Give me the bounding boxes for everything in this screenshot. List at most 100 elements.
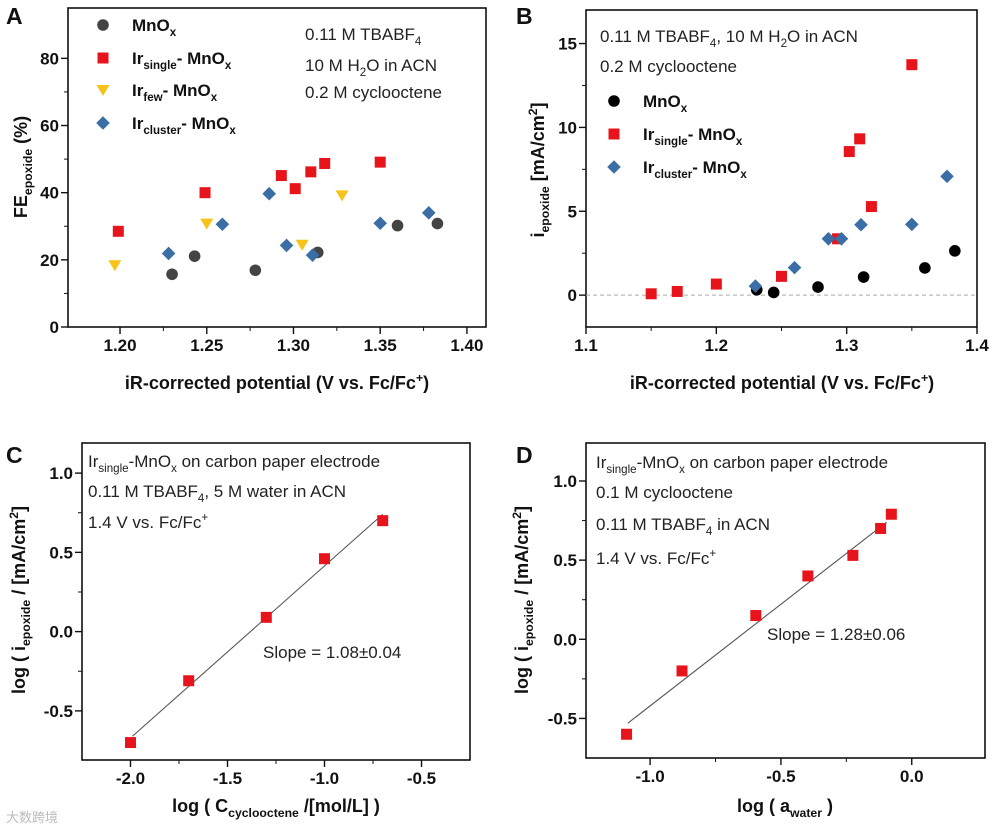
- data-point-square: [305, 166, 317, 178]
- annotation: Irsingle-MnOx on carbon paper electrode: [88, 452, 380, 475]
- text-segment: x: [681, 103, 688, 115]
- data-point-square: [260, 611, 272, 623]
- x-tick-label: -1.0: [635, 767, 664, 786]
- data-point-square: [112, 225, 124, 237]
- x-tick-label: -0.5: [766, 767, 795, 786]
- x-tick-label: -1.0: [310, 769, 339, 788]
- legend-label: Irsingle- MnOx: [132, 49, 232, 72]
- watermark-logo: 大数跨境: [6, 810, 58, 825]
- text-segment: 0.11 M TBABF: [596, 515, 706, 534]
- y-tick-label: 1.0: [49, 464, 73, 483]
- y-axis-title: log ( iepoxide / [mA/cm2]: [510, 506, 536, 694]
- data-point-triangle: [200, 218, 214, 230]
- text-segment: 0.11 M TBABF: [305, 25, 415, 44]
- x-tick-label: 1.4: [965, 336, 989, 355]
- text-segment: on carbon paper electrode: [685, 453, 888, 472]
- x-tick-label: -1.5: [213, 769, 242, 788]
- annotation: 0.2 M cyclooctene: [305, 83, 442, 102]
- text-segment: x: [171, 463, 177, 475]
- y-axis-title: log ( iepoxide / [mA/cm2]: [7, 506, 33, 694]
- y-tick-label: 40: [40, 184, 59, 203]
- text-segment: 2: [360, 67, 366, 79]
- legend-label: MnOx: [132, 16, 177, 39]
- y-tick-label: 5: [568, 202, 577, 221]
- data-point-square: [125, 737, 136, 749]
- text-segment: Ir: [643, 158, 655, 177]
- annotation: Irsingle-MnOx on carbon paper electrode: [596, 453, 888, 476]
- text-segment: ]: [528, 102, 548, 108]
- y-tick-label: 10: [558, 118, 577, 137]
- data-point-square: [885, 508, 897, 520]
- text-segment: cluster: [654, 169, 692, 181]
- text-segment: i: [528, 233, 548, 238]
- legend-marker: [96, 85, 110, 96]
- data-point-square: [319, 553, 330, 565]
- y-tick-label: 60: [40, 117, 59, 136]
- text-segment: - MnO: [181, 114, 229, 133]
- x-tick-label: 0.0: [900, 767, 924, 786]
- x-tick-label: 1.3: [835, 336, 859, 355]
- text-segment: 4: [710, 38, 717, 50]
- y-tick-label: 1.0: [553, 472, 577, 491]
- legend-marker: [608, 95, 620, 107]
- data-point-circle: [767, 286, 780, 299]
- text-segment: iR-corrected potential (V vs. Fc/Fc: [125, 373, 416, 393]
- x-tick-label: 1.30: [277, 336, 310, 355]
- text-segment: in ACN: [712, 515, 770, 534]
- series: [166, 217, 444, 281]
- text-segment: O in ACN: [787, 27, 858, 46]
- data-point-triangle: [295, 239, 309, 251]
- text-segment: ): [928, 373, 934, 393]
- y-tick-label: 0.0: [553, 630, 577, 649]
- text-segment: 1.4 V vs. Fc/Fc: [88, 513, 202, 532]
- text-segment: x: [229, 125, 236, 137]
- annotation: 1.4 V vs. Fc/Fc+: [596, 548, 716, 568]
- data-point-diamond: [854, 217, 868, 232]
- series: [161, 186, 436, 262]
- data-point-diamond: [161, 246, 176, 261]
- data-point-square: [183, 675, 195, 687]
- text-segment: x: [225, 60, 232, 72]
- legend-marker: [97, 19, 109, 31]
- legend-label: Ircluster- MnOx: [132, 114, 236, 137]
- text-segment: , 10 M H: [716, 27, 780, 46]
- x-axis-title: iR-corrected potential (V vs. Fc/Fc+): [125, 371, 429, 393]
- text-segment: single: [98, 463, 128, 475]
- text-segment: +: [416, 371, 423, 385]
- data-point-circle: [188, 250, 201, 262]
- text-segment: 0.2 M cyclooctene: [600, 57, 737, 76]
- legend-marker: [608, 128, 620, 140]
- legend-marker: [607, 160, 621, 174]
- text-segment: [mA/cm: [528, 115, 548, 186]
- text-segment: log ( i: [9, 646, 29, 694]
- data-point-square: [676, 665, 688, 677]
- data-point-square: [374, 156, 386, 168]
- data-point-square: [275, 170, 287, 182]
- text-segment: x: [679, 464, 685, 476]
- text-segment: epoxide: [522, 600, 536, 646]
- annotation: 10 M H2O in ACN: [305, 56, 437, 79]
- text-segment: 0.11 M TBABF: [88, 482, 198, 501]
- text-segment: / [mA/cm: [9, 519, 29, 600]
- text-segment: iR-corrected potential (V vs. Fc/Fc: [630, 373, 921, 393]
- text-segment: Ir: [643, 125, 655, 144]
- annotation: 0.11 M TBABF4, 5 M water in ACN: [88, 482, 346, 505]
- text-segment: - MnO: [177, 49, 225, 68]
- text-segment: single: [143, 60, 177, 72]
- data-point-square: [671, 285, 683, 297]
- data-point-diamond: [373, 216, 387, 231]
- data-point-circle: [166, 268, 178, 281]
- text-segment: 0.11 M TBABF: [600, 27, 710, 46]
- panel-c: C -2.0 -1.5 -1.0 -0.5 -0.5 0.0 0.5 1.0 log ( Ccyc…: [6, 442, 471, 820]
- data-point-diamond: [940, 169, 954, 184]
- panel-label: A: [6, 3, 23, 29]
- panel-label: B: [516, 3, 533, 29]
- annotation: 1.4 V vs. Fc/Fc+: [88, 512, 208, 532]
- text-segment: ]: [512, 506, 532, 512]
- data-point-diamond: [262, 186, 276, 201]
- data-point-diamond: [787, 260, 802, 275]
- text-segment: -MnO: [637, 453, 680, 472]
- text-segment: epoxide: [21, 149, 35, 195]
- data-point-diamond: [821, 231, 836, 246]
